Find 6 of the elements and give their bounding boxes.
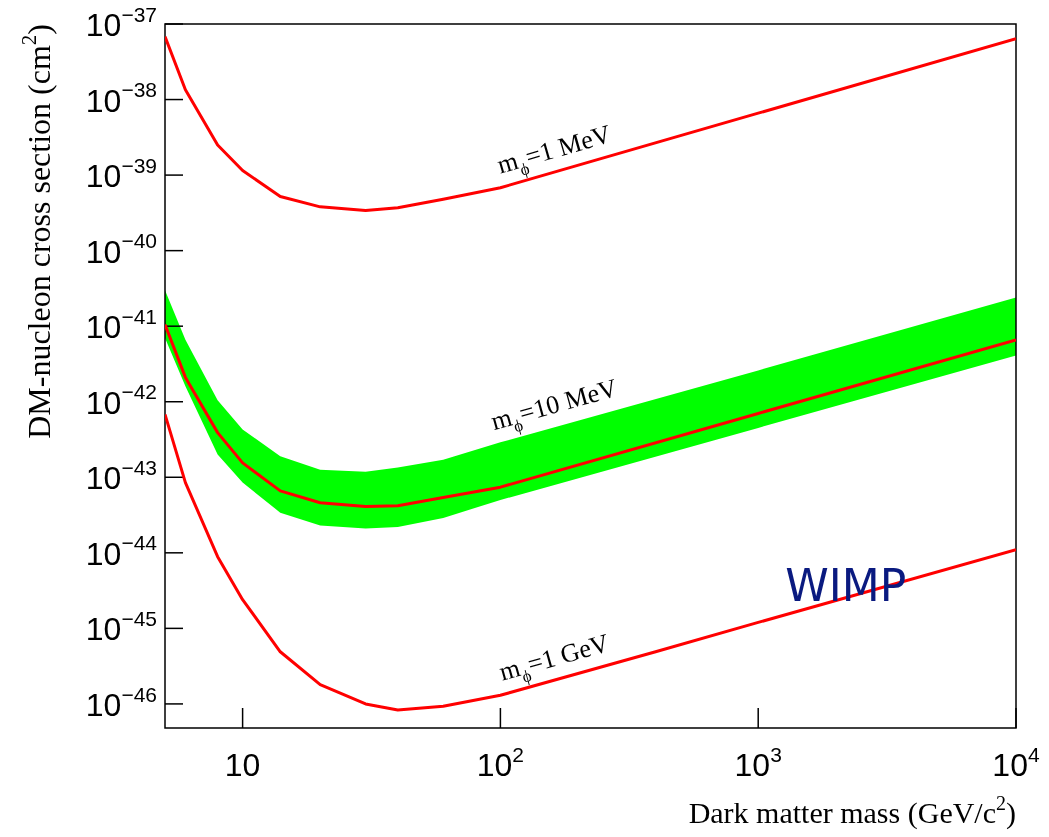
annotation: WIMP (785, 560, 907, 612)
text: mϕ=10 MeV (487, 373, 621, 437)
y-axis-title: DM-nucleon cross section (cm2) (16, 24, 57, 439)
text: mϕ=1 GeV (496, 628, 613, 687)
x-tick-label: 10 (224, 747, 261, 783)
text: mϕ=1 MeV (493, 119, 615, 180)
